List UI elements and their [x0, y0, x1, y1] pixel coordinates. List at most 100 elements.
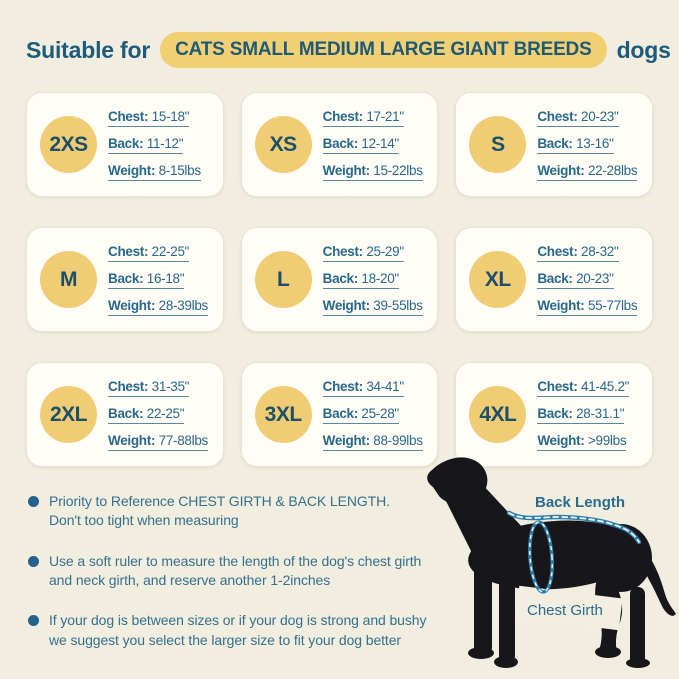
- weight-spec: Weight: 88-99lbs: [322, 432, 423, 451]
- tip-item: If your dog is between sizes or if your …: [28, 611, 466, 650]
- back-label: Back:: [537, 135, 573, 151]
- back-value: 12-14": [361, 135, 399, 151]
- back-spec: Back: 20-23": [537, 270, 614, 289]
- chest-spec: Chest: 28-32": [537, 243, 619, 262]
- back-value: 18-20": [361, 270, 399, 286]
- tip-line: and neck girth, and reserve another 1-2i…: [49, 571, 331, 588]
- page-title: Suitable for CATS SMALL MEDIUM LARGE GIA…: [26, 32, 671, 68]
- weight-spec: Weight: 22-28lbs: [537, 162, 638, 181]
- back-spec: Back: 22-25": [108, 405, 185, 424]
- chest-label: Chest:: [322, 243, 364, 259]
- dog-measurement-diagram: Back Length Chest Girth: [423, 453, 679, 679]
- size-badge: XL: [469, 251, 527, 308]
- weight-value: 88-99lbs: [373, 432, 423, 448]
- back-spec: Back: 12-14": [322, 135, 399, 154]
- bullet-dot-icon: [28, 555, 39, 567]
- weight-value: 77-88lbs: [158, 432, 209, 448]
- weight-label: Weight:: [537, 162, 585, 178]
- size-card-s: S Chest: 20-23" Back: 13-16" Weight: 22-…: [455, 92, 653, 197]
- back-spec: Back: 28-31.1": [537, 405, 625, 424]
- chest-label: Chest:: [537, 108, 578, 124]
- back-spec: Back: 11-12": [108, 135, 184, 154]
- chest-value: 15-18": [151, 108, 190, 124]
- size-card-m: M Chest: 22-25" Back: 16-18" Weight: 28-…: [26, 227, 224, 332]
- tip-text: If your dog is between sizes or if your …: [49, 611, 426, 650]
- tip-line: Don't too tight when measuring: [49, 512, 239, 529]
- back-label: Back:: [322, 270, 359, 286]
- back-value: 28-31.1": [576, 405, 625, 421]
- chest-label: Chest:: [108, 108, 149, 124]
- size-card-3xl: 3XL Chest: 34-41" Back: 25-28" Weight: 8…: [240, 362, 439, 467]
- back-label: Back:: [537, 270, 573, 286]
- weight-spec: Weight: 15-22lbs: [322, 163, 423, 181]
- spec-column: Chest: 20-23" Back: 13-16" Weight: 22-28…: [537, 108, 638, 181]
- size-card-xs: XS Chest: 17-21" Back: 12-14" Weight: 15…: [240, 92, 439, 197]
- weight-label: Weight:: [108, 162, 156, 178]
- size-card-xl: XL Chest: 28-32" Back: 20-23" Weight: 55…: [455, 227, 653, 332]
- weight-label: Weight:: [322, 297, 370, 313]
- chest-value: 20-23": [580, 108, 619, 124]
- size-card-l: L Chest: 25-29" Back: 18-20" Weight: 39-…: [240, 227, 439, 332]
- weight-label: Weight:: [108, 432, 156, 448]
- back-label: Back:: [108, 135, 144, 151]
- back-value: 22-25": [146, 405, 185, 421]
- weight-value: 8-15lbs: [158, 162, 201, 178]
- back-value: 13-16": [576, 135, 614, 151]
- weight-value: >99lbs: [587, 432, 627, 448]
- weight-label: Weight:: [322, 432, 370, 448]
- size-badge: S: [469, 116, 527, 173]
- back-label: Back:: [322, 405, 359, 421]
- chest-spec: Chest: 25-29": [322, 243, 404, 262]
- weight-value: 39-55lbs: [373, 297, 423, 313]
- size-card-4xl: 4XL Chest: 41-45.2" Back: 28-31.1" Weigh…: [455, 362, 653, 467]
- size-badge: L: [254, 251, 312, 308]
- title-highlight-pill: CATS SMALL MEDIUM LARGE GIANT BREEDS: [160, 32, 607, 68]
- back-label: Back:: [108, 405, 144, 421]
- spec-column: Chest: 31-35" Back: 22-25" Weight: 77-88…: [108, 379, 208, 451]
- back-value: 11-12": [146, 135, 184, 151]
- bullet-dot-icon: [28, 615, 39, 627]
- spec-column: Chest: 28-32" Back: 20-23" Weight: 55-77…: [537, 243, 638, 316]
- measuring-tips-list: Priority to Reference CHEST GIRTH & BACK…: [28, 492, 466, 650]
- chest-girth-label-tag: [515, 585, 623, 631]
- size-chart-grid: 2XS Chest: 15-18" Back: 11-12" Weight: 8…: [26, 92, 653, 467]
- size-badge: M: [40, 251, 97, 308]
- weight-spec: Weight: 28-39lbs: [108, 298, 208, 316]
- size-badge: 2XL: [40, 386, 97, 443]
- back-label: Back:: [108, 270, 144, 286]
- size-card-2xs: 2XS Chest: 15-18" Back: 11-12" Weight: 8…: [26, 92, 224, 197]
- tip-item: Use a soft ruler to measure the length o…: [28, 552, 466, 591]
- size-badge: 4XL: [469, 386, 527, 443]
- chest-value: 28-32": [580, 243, 619, 259]
- title-suffix: dogs: [616, 36, 671, 63]
- spec-column: Chest: 25-29" Back: 18-20" Weight: 39-55…: [322, 243, 423, 316]
- chest-value: 31-35": [151, 378, 190, 394]
- tip-line: If your dog is between sizes or if your …: [49, 612, 427, 629]
- chest-label: Chest:: [537, 243, 578, 259]
- weight-spec: Weight: 8-15lbs: [108, 163, 201, 181]
- weight-value: 28-39lbs: [158, 297, 209, 313]
- weight-value: 55-77lbs: [587, 297, 638, 313]
- back-label: Back:: [537, 405, 573, 421]
- chest-value: 41-45.2": [580, 378, 630, 394]
- spec-column: Chest: 41-45.2" Back: 28-31.1" Weight: >…: [537, 379, 629, 451]
- spec-column: Chest: 17-21" Back: 12-14" Weight: 15-22…: [322, 108, 423, 181]
- chest-label: Chest:: [537, 378, 578, 394]
- size-badge: 2XS: [40, 116, 97, 173]
- chest-label: Chest:: [108, 243, 149, 259]
- chest-spec: Chest: 34-41": [322, 378, 404, 397]
- back-value: 20-23": [576, 270, 614, 286]
- tip-line: Priority to Reference CHEST GIRTH & BACK…: [49, 493, 390, 509]
- weight-value: 22-28lbs: [587, 162, 638, 178]
- chest-value: 17-21": [366, 108, 404, 124]
- chest-label: Chest:: [322, 378, 364, 394]
- chest-value: 22-25": [151, 243, 190, 259]
- chest-spec: Chest: 31-35": [108, 379, 189, 397]
- chest-girth-label: Chest Girth: [527, 602, 603, 619]
- chest-girth-line: [528, 520, 554, 594]
- back-length-label: Back Length: [535, 494, 625, 511]
- weight-spec: Weight: 77-88lbs: [108, 433, 208, 451]
- spec-column: Chest: 22-25" Back: 16-18" Weight: 28-39…: [108, 244, 208, 316]
- spec-column: Chest: 34-41" Back: 25-28" Weight: 88-99…: [322, 378, 423, 451]
- back-spec: Back: 13-16": [537, 135, 614, 154]
